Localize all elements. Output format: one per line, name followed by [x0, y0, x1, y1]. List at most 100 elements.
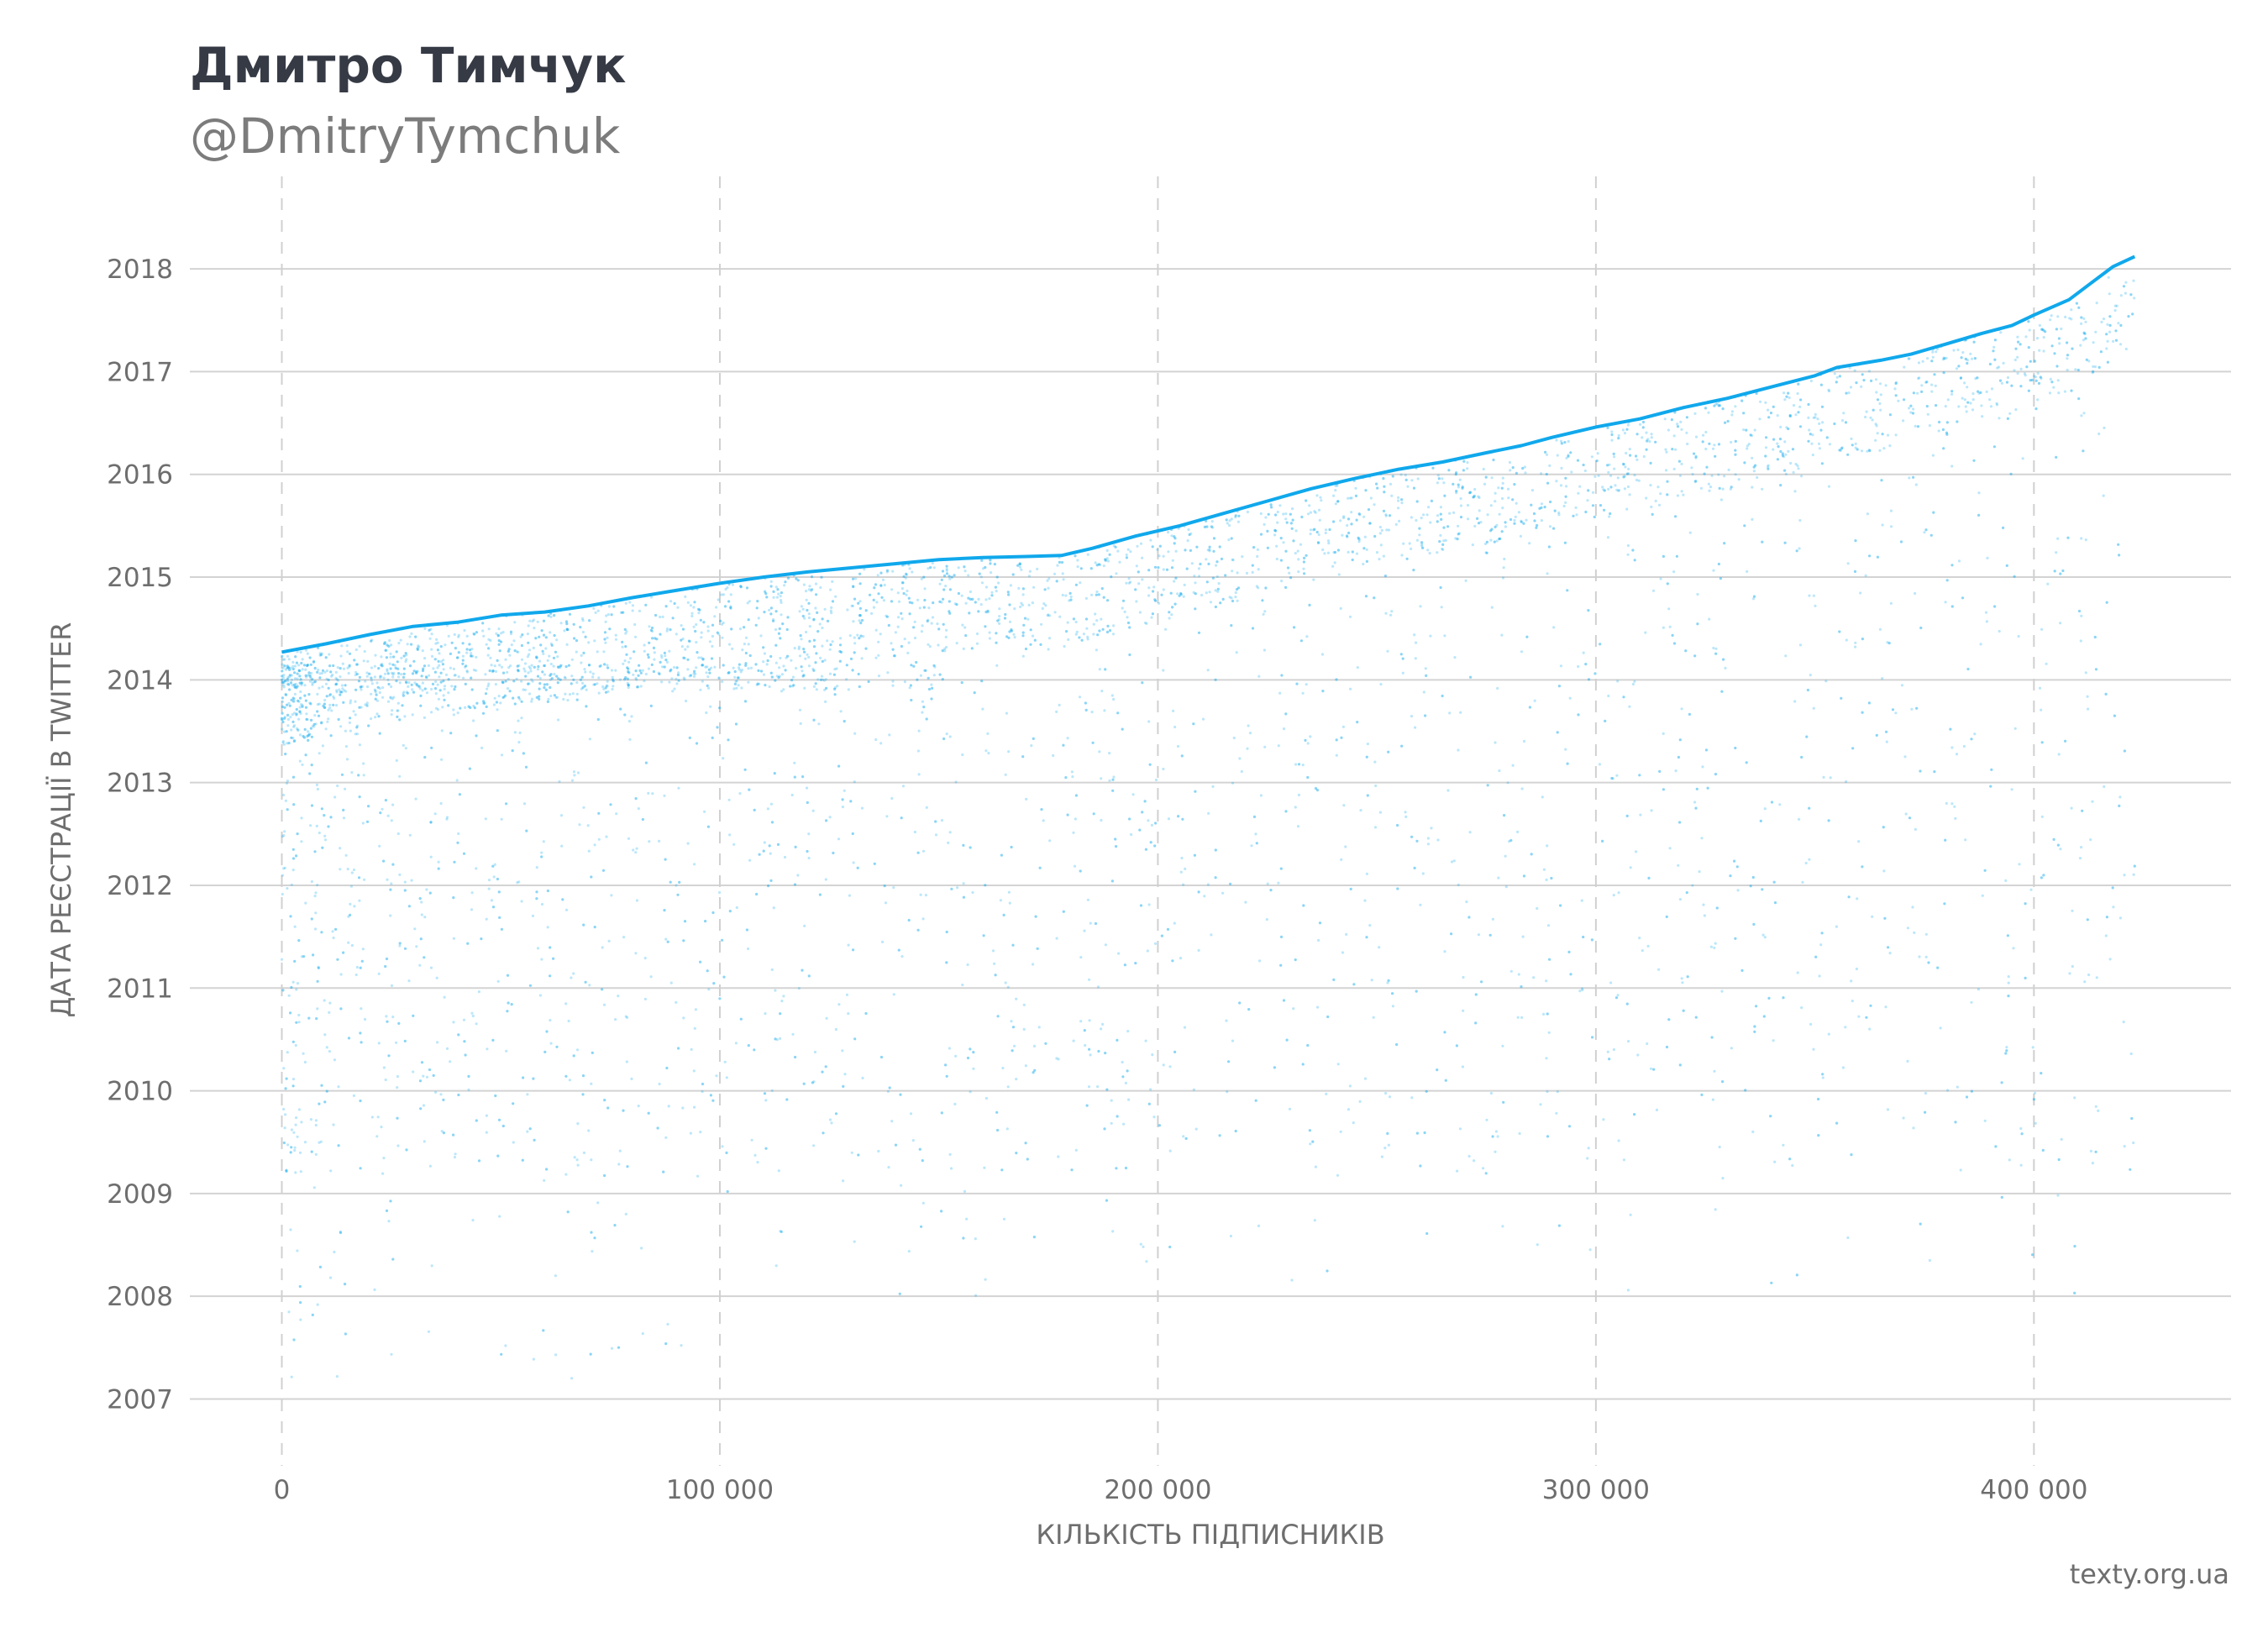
- scatter-point: [1128, 626, 1131, 629]
- scatter-point: [313, 714, 317, 717]
- scatter-point: [301, 658, 304, 661]
- scatter-point: [828, 816, 832, 819]
- scatter-point: [1782, 1143, 1785, 1147]
- scatter-point: [359, 1167, 362, 1170]
- scatter-point: [783, 584, 786, 587]
- scatter-point: [1162, 588, 1165, 591]
- scatter-point: [966, 1056, 970, 1060]
- scatter-point: [1950, 802, 1954, 806]
- scatter-point: [1772, 448, 1775, 451]
- scatter-point: [879, 585, 883, 588]
- scatter-point: [1074, 620, 1078, 624]
- scatter-point: [713, 665, 717, 669]
- scatter-point: [690, 612, 694, 615]
- scatter-point: [824, 1065, 827, 1068]
- scatter-point: [1598, 763, 1602, 766]
- scatter-point: [604, 686, 607, 690]
- scatter-point: [523, 669, 527, 673]
- scatter-point: [666, 940, 669, 943]
- scatter-point: [1194, 581, 1197, 585]
- scatter-point: [452, 937, 456, 940]
- scatter-point: [396, 709, 400, 712]
- scatter-point: [1058, 703, 1061, 707]
- scatter-point: [1008, 901, 1011, 905]
- scatter-point: [1591, 504, 1595, 507]
- scatter-point: [911, 601, 914, 605]
- scatter-point: [281, 666, 285, 669]
- scatter-point: [1659, 577, 1662, 580]
- scatter-point: [709, 1094, 713, 1097]
- scatter-point: [1752, 595, 1756, 598]
- scatter-point: [1810, 442, 1814, 445]
- scatter-point: [374, 689, 377, 692]
- scatter-point: [307, 674, 310, 677]
- scatter-point: [290, 1146, 293, 1149]
- scatter-point: [1694, 480, 1698, 483]
- scatter-point: [321, 685, 324, 689]
- scatter-point: [315, 783, 318, 787]
- scatter-point: [772, 906, 775, 910]
- scatter-point: [390, 882, 393, 885]
- scatter-point: [337, 718, 340, 722]
- scatter-point: [373, 1288, 376, 1291]
- scatter-point: [606, 685, 609, 688]
- scatter-point: [450, 685, 454, 688]
- scatter-point: [2049, 377, 2052, 381]
- scatter-point: [1095, 590, 1099, 594]
- scatter-point: [774, 1264, 778, 1268]
- scatter-point: [1023, 617, 1027, 620]
- scatter-point: [813, 1050, 817, 1054]
- scatter-point: [422, 667, 425, 671]
- scatter-point: [1540, 519, 1543, 522]
- scatter-point: [1861, 711, 1864, 714]
- scatter-point: [960, 594, 963, 597]
- scatter-point: [1929, 533, 1933, 537]
- scatter-point: [2040, 627, 2044, 631]
- scatter-point: [837, 837, 841, 841]
- scatter-point: [584, 980, 587, 984]
- scatter-point: [944, 585, 948, 588]
- scatter-point: [1153, 942, 1158, 945]
- scatter-point: [851, 604, 855, 608]
- scatter-point: [1369, 496, 1373, 500]
- scatter-point: [328, 693, 332, 696]
- scatter-point: [1925, 381, 1929, 384]
- scatter-point: [606, 680, 609, 683]
- scatter-point: [858, 619, 861, 622]
- scatter-point: [2108, 958, 2112, 961]
- scatter-point: [1036, 947, 1039, 950]
- scatter-point: [657, 671, 660, 675]
- scatter-point: [2040, 328, 2044, 331]
- scatter-point: [364, 703, 367, 706]
- scatter-point: [1256, 554, 1259, 559]
- scatter-point: [363, 1017, 367, 1021]
- scatter-point: [820, 575, 823, 579]
- scatter-point: [410, 643, 413, 646]
- scatter-point: [1457, 883, 1460, 886]
- scatter-point: [1614, 484, 1617, 487]
- scatter-point: [1965, 1095, 1969, 1099]
- scatter-point: [1148, 763, 1152, 766]
- scatter-point: [948, 831, 952, 834]
- scatter-point: [382, 1157, 386, 1160]
- scatter-point: [360, 688, 363, 691]
- scatter-point: [1022, 623, 1026, 627]
- scatter-point: [1439, 512, 1442, 516]
- scatter-point: [337, 1144, 340, 1147]
- scatter-point: [591, 1051, 594, 1054]
- scatter-point: [1565, 456, 1568, 460]
- scatter-point: [2056, 1194, 2060, 1197]
- scatter-point: [1357, 536, 1360, 539]
- scatter-point: [1128, 817, 1131, 821]
- scatter-point: [1252, 546, 1256, 549]
- scatter-point: [1238, 1001, 1242, 1005]
- scatter-point: [2016, 371, 2019, 375]
- scatter-point: [1375, 482, 1378, 486]
- scatter-point: [658, 672, 661, 676]
- scatter-point: [453, 688, 456, 691]
- scatter-point: [897, 616, 900, 619]
- scatter-point: [2019, 343, 2022, 346]
- scatter-point: [1954, 1121, 1957, 1124]
- scatter-point: [1502, 566, 1505, 570]
- scatter-point: [717, 676, 721, 680]
